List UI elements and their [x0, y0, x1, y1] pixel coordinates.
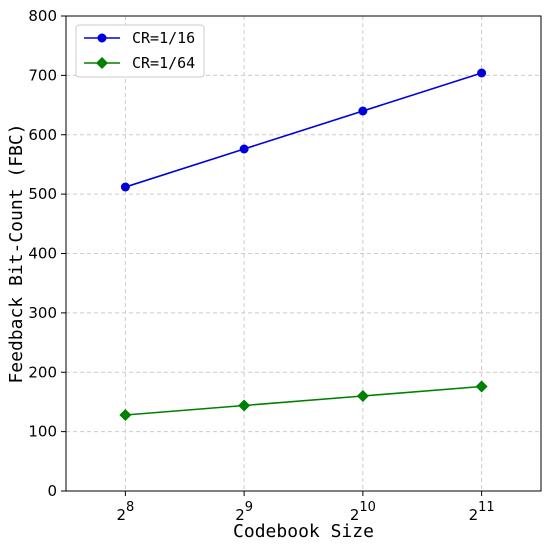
y-tick-label: 200	[28, 363, 57, 381]
data-point	[358, 106, 368, 116]
x-tick-label: 28	[116, 500, 134, 524]
x-tick-exponent: 8	[126, 500, 134, 515]
y-tick-label: 700	[28, 66, 57, 84]
y-tick-label: 800	[28, 7, 57, 25]
x-tick-label: 29	[235, 500, 253, 524]
y-axis-title: Feedback Bit-Count (FBC)	[6, 123, 27, 383]
y-tick-label: 600	[28, 126, 57, 144]
data-point	[475, 380, 488, 393]
legend-item: CR=1/64	[84, 54, 195, 72]
legend-label: CR=1/64	[132, 54, 195, 72]
series-line	[125, 385, 482, 416]
data-point	[477, 68, 487, 78]
series-cr-1-16	[120, 68, 487, 192]
legend-item: CR=1/16	[84, 29, 195, 47]
legend: CR=1/16 CR=1/64	[75, 24, 205, 78]
data-point	[239, 144, 249, 154]
x-tick-label: 210	[350, 500, 376, 524]
x-tick-label: 211	[469, 500, 495, 524]
x-tick-base: 2	[469, 506, 479, 524]
x-tick-base: 2	[350, 506, 360, 524]
y-tick-label: 300	[28, 304, 57, 322]
x-tick-exponent: 9	[245, 500, 253, 515]
data-point	[120, 182, 130, 192]
x-tick-exponent: 11	[478, 500, 495, 515]
series-cr-1-64	[119, 380, 488, 421]
y-tick-label: 500	[28, 185, 57, 203]
data-point	[238, 399, 251, 412]
y-tick-label: 400	[28, 245, 57, 263]
series-layer	[119, 68, 488, 421]
data-point	[356, 390, 369, 402]
legend-swatch-marker	[96, 57, 108, 69]
legend-swatch-marker	[97, 33, 107, 43]
x-tick-exponent: 10	[359, 500, 376, 515]
legend-label: CR=1/16	[132, 29, 195, 47]
series-line	[125, 72, 482, 188]
grid	[66, 15, 541, 492]
y-tick-label: 100	[28, 423, 57, 441]
x-tick-base: 2	[116, 506, 126, 524]
data-point	[119, 409, 132, 421]
x-tick-base: 2	[235, 506, 245, 524]
x-axis-title: Codebook Size	[233, 521, 374, 542]
y-tick-label: 0	[47, 482, 57, 500]
